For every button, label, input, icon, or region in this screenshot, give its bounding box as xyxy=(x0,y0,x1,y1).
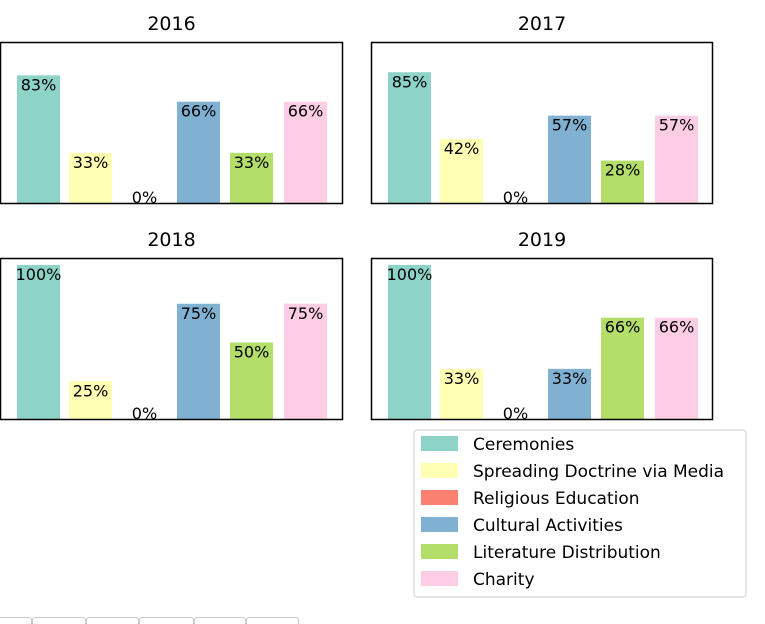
legend-swatch xyxy=(421,571,458,586)
bar-literature-distribution xyxy=(230,152,273,204)
data-label: 85% xyxy=(392,72,428,91)
panel-frame xyxy=(0,257,344,421)
chart-panel-2018: 2018 100% 25% 0% 75% 50% 75% xyxy=(0,229,344,423)
legend-swatch xyxy=(421,490,458,505)
data-label: 33% xyxy=(552,369,588,388)
legend-swatch xyxy=(421,517,458,532)
bar-spreading-doctrine-via-media xyxy=(440,368,483,420)
bottom-tab[interactable] xyxy=(139,617,194,624)
bar-ceremonies xyxy=(388,265,431,420)
data-label: 0% xyxy=(132,188,157,207)
chart-panel-2019: 2019 100% 33% 0% 33% 66% 66% xyxy=(370,229,714,423)
panel-frame xyxy=(370,257,714,421)
panel-title: 2017 xyxy=(518,13,566,35)
legend-label: Religious Education xyxy=(473,489,640,509)
legend-label: Literature Distribution xyxy=(473,543,661,563)
bar-cultural-activities xyxy=(548,368,591,420)
data-label: 0% xyxy=(503,188,528,207)
bar-literature-distribution xyxy=(601,160,644,204)
panel-title: 2018 xyxy=(147,229,195,251)
legend-label: Spreading Doctrine via Media xyxy=(473,462,724,482)
bottom-tab-strip xyxy=(0,617,300,624)
chart-legend: Ceremonies Spreading Doctrine via Media Re… xyxy=(413,429,747,598)
legend-frame xyxy=(413,429,747,598)
data-label: 100% xyxy=(16,265,62,284)
bar-cultural-activities xyxy=(177,101,220,204)
bar-ceremonies xyxy=(17,75,60,204)
data-label: 33% xyxy=(234,153,270,172)
data-label: 25% xyxy=(73,381,109,400)
panel-title: 2016 xyxy=(147,13,195,35)
bar-charity xyxy=(284,101,327,204)
panel-frame xyxy=(0,41,344,205)
chart-panel-2017: 2017 85% 42% 0% 57% 28% 57% xyxy=(370,13,714,207)
bar-spreading-doctrine-via-media xyxy=(440,138,483,204)
data-label: 75% xyxy=(181,304,217,323)
bar-charity xyxy=(284,303,327,420)
data-label: 75% xyxy=(288,304,324,323)
bottom-tab[interactable] xyxy=(32,617,86,624)
data-label: 66% xyxy=(288,102,324,121)
data-label: 33% xyxy=(73,153,109,172)
bar-spreading-doctrine-via-media xyxy=(69,152,112,204)
data-label: 66% xyxy=(181,102,217,121)
data-label: 66% xyxy=(605,318,641,337)
bar-charity xyxy=(655,115,698,204)
panels-layer: 2016 83% 33% 0% 66% 33% 66% 2017 85% 42% 0% 57% 28% 5… xyxy=(0,13,714,423)
bottom-tab[interactable] xyxy=(246,617,299,624)
bar-charity xyxy=(655,317,698,420)
data-label: 33% xyxy=(444,369,480,388)
chart-panel-2016: 2016 83% 33% 0% 66% 33% 66% xyxy=(0,13,344,207)
data-label: 66% xyxy=(659,318,695,337)
bar-spreading-doctrine-via-media xyxy=(69,381,112,420)
data-label: 42% xyxy=(444,139,480,158)
panel-title: 2019 xyxy=(518,229,566,251)
legend-swatch xyxy=(421,436,458,451)
bar-ceremonies xyxy=(388,72,431,204)
bar-cultural-activities xyxy=(177,303,220,420)
bar-literature-distribution xyxy=(601,317,644,420)
data-label: 0% xyxy=(503,404,528,423)
bar-cultural-activities xyxy=(548,115,591,204)
bar-ceremonies xyxy=(17,265,60,420)
data-label: 28% xyxy=(605,161,641,180)
bottom-tab[interactable] xyxy=(86,617,139,624)
legend-label: Ceremonies xyxy=(473,435,574,455)
data-label: 0% xyxy=(132,404,157,423)
data-label: 100% xyxy=(387,265,433,284)
data-label: 83% xyxy=(21,75,57,94)
bottom-tab[interactable] xyxy=(194,617,246,624)
legend-swatch xyxy=(421,463,458,478)
legend-label: Cultural Activities xyxy=(473,516,623,536)
bottom-tab[interactable] xyxy=(0,617,32,624)
legend-swatch xyxy=(421,544,458,559)
legend-label: Charity xyxy=(473,570,535,590)
data-label: 57% xyxy=(552,116,588,135)
panel-frame xyxy=(370,41,714,205)
data-label: 50% xyxy=(234,343,270,362)
data-label: 57% xyxy=(659,116,695,135)
bar-literature-distribution xyxy=(230,342,273,420)
